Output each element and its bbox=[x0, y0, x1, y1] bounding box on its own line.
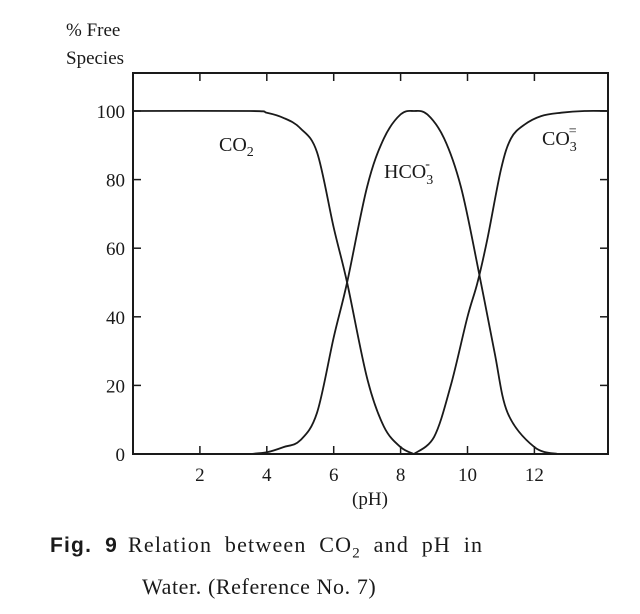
curves bbox=[132, 109, 609, 455]
series-line-2 bbox=[413, 109, 609, 455]
y-tick-label: 100 bbox=[97, 102, 126, 123]
x-axis-title: (pH) bbox=[352, 489, 388, 510]
caption-text-1: Relation between CO bbox=[128, 532, 353, 557]
x-tick-label: 10 bbox=[458, 465, 477, 486]
co2-curve-label: CO2 bbox=[219, 134, 254, 160]
y-axis-title: % Free Species bbox=[66, 20, 124, 69]
y-tick-label: 0 bbox=[116, 445, 126, 466]
series-line-0 bbox=[132, 109, 415, 455]
figure-caption: Fig. 9 Relation between CO2 and pH in Wat… bbox=[50, 528, 620, 604]
y-tick-label: 60 bbox=[106, 239, 125, 260]
caption-text-2: and pH in bbox=[360, 532, 484, 557]
series-line-1 bbox=[250, 109, 559, 455]
x-tick-label: 8 bbox=[396, 465, 406, 486]
y-tick-label: 40 bbox=[106, 308, 125, 329]
axis-ticks: 0 20 40 60 80 100 2 4 6 8 10 12 bbox=[97, 73, 608, 486]
x-tick-label: 12 bbox=[525, 465, 544, 486]
x-tick-label: 2 bbox=[195, 465, 205, 486]
figure-tag: Fig. 9 bbox=[50, 534, 119, 557]
co3-curve-label: CO3= bbox=[542, 124, 577, 155]
y-tick-label: 80 bbox=[106, 171, 125, 192]
hco3-curve-label: HCO3- bbox=[384, 157, 433, 188]
plot-frame bbox=[132, 72, 609, 455]
caption-line1: Fig. 9 Relation between CO2 and pH in bbox=[50, 528, 620, 570]
y-axis-title-line2: Species bbox=[66, 48, 124, 69]
caption-subscript: 2 bbox=[352, 545, 361, 562]
x-tick-label: 6 bbox=[329, 465, 339, 486]
caption-line2: Water. (Reference No. 7) bbox=[142, 574, 377, 600]
y-axis-title-line1: % Free bbox=[66, 20, 120, 41]
x-tick-label: 4 bbox=[262, 465, 272, 486]
y-tick-label: 20 bbox=[106, 376, 125, 397]
